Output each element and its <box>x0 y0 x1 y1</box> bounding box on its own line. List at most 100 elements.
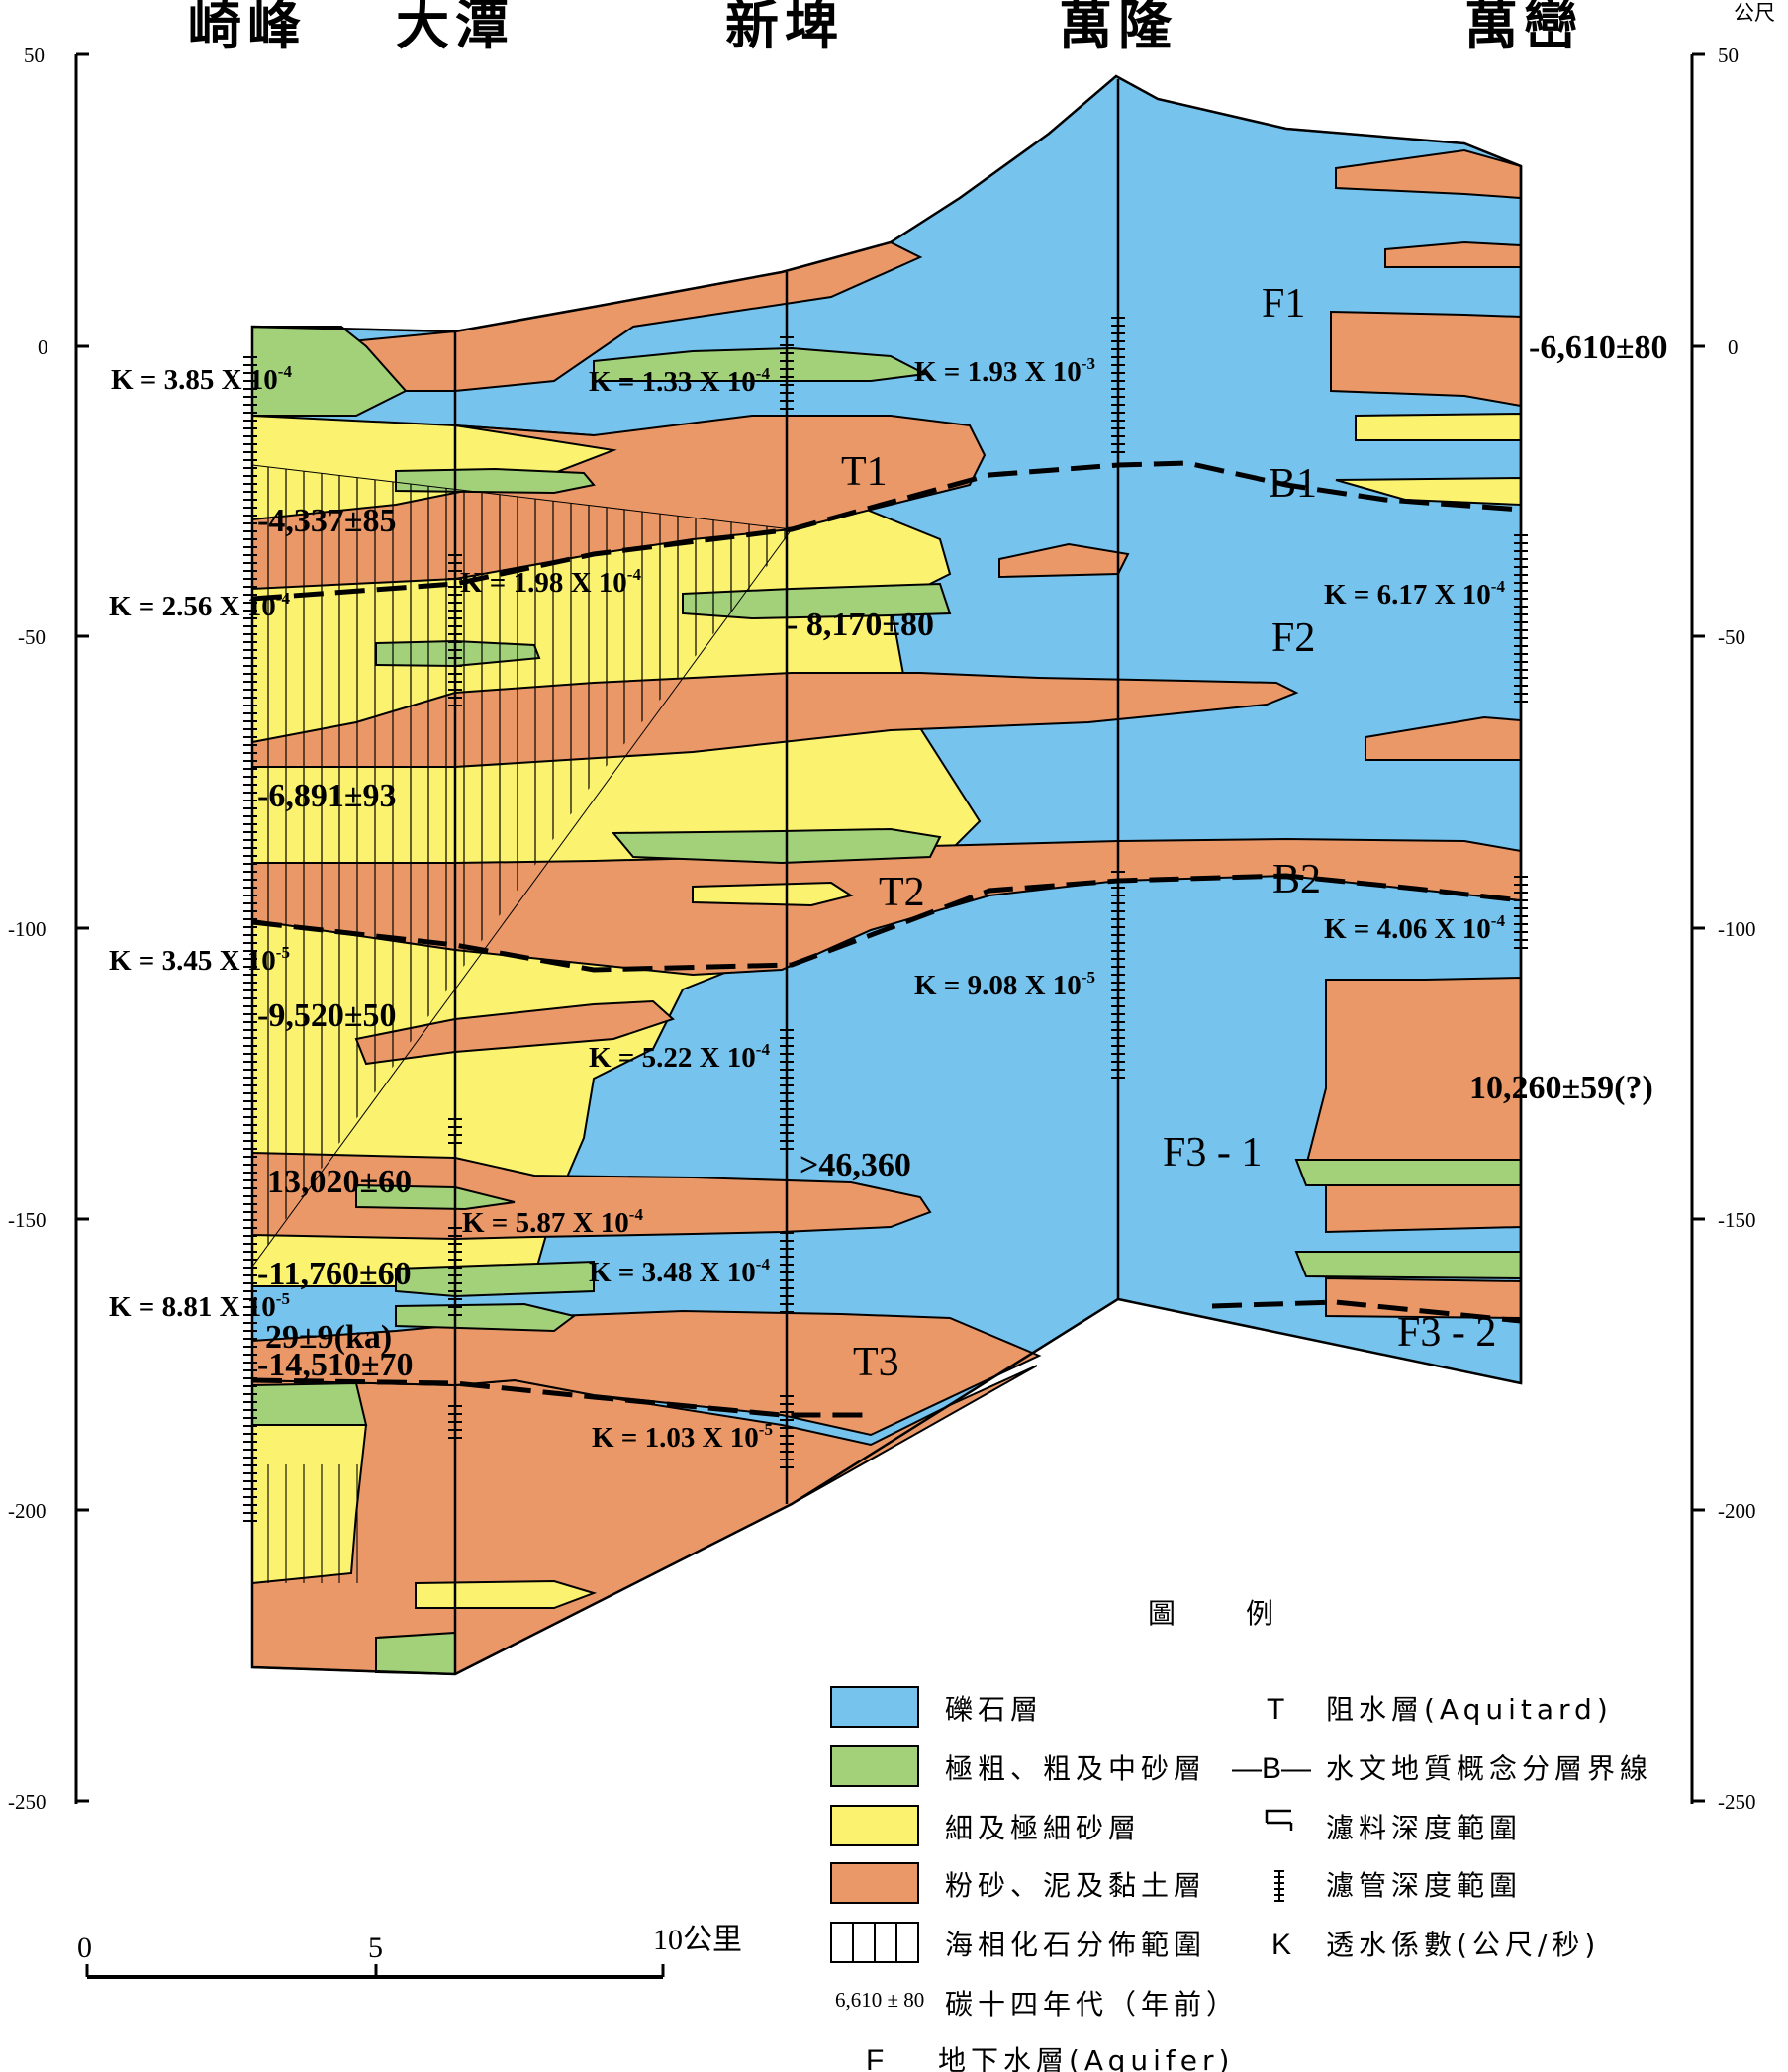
coarse-sand-lens-7 <box>395 1260 595 1298</box>
label-f2: F2 <box>1271 615 1315 661</box>
legend-filter-material: 濾料深度範圍 <box>1326 1812 1522 1844</box>
k-label: K = 6.17 X 10-4 <box>1324 577 1505 611</box>
fine-sand-lens-lower <box>415 1579 598 1609</box>
marine-fossil-boundary <box>251 464 793 1268</box>
legend-swatch-gravel <box>830 1686 919 1728</box>
screen-marks <box>243 317 1528 1524</box>
well-title-wanluan: 萬巒 <box>1464 0 1583 56</box>
right-tick-50: 50 <box>1718 44 1739 67</box>
well-title-wanlong: 萬隆 <box>1059 0 1177 56</box>
legend-screen: 濾管深度範圍 <box>1326 1869 1522 1902</box>
legend-aquifer-symbol: F <box>866 2044 884 2072</box>
boundary-b2 <box>251 873 1522 973</box>
left-tick-minus50: -50 <box>18 625 46 649</box>
left-tick-minus100: -100 <box>8 917 47 941</box>
fine-sand-lens-mid <box>692 881 854 907</box>
label-b2: B2 <box>1272 857 1321 902</box>
left-tick-0: 0 <box>38 335 48 359</box>
left-tick-minus250: -250 <box>8 1790 47 1814</box>
k-values: K = 3.85 X 10-4 K = 2.56 X 10-4 K = 3.45… <box>109 354 1505 1454</box>
coarse-sand-lens-10 <box>375 1631 456 1676</box>
legend-gravel: 礫石層 <box>945 1693 1043 1726</box>
legend-silt-clay: 粉砂、泥及黏土層 <box>945 1869 1206 1902</box>
well-title-datan: 大潭 <box>396 0 515 56</box>
c14-date: >46,360 <box>800 1147 911 1183</box>
right-tick-minus100: -100 <box>1718 917 1756 941</box>
c14-date: -4,337±85 <box>257 503 396 539</box>
right-tick-minus250: -250 <box>1718 1790 1756 1814</box>
filter-material-icon <box>1265 1809 1293 1831</box>
legend-title: 圖 例 <box>1148 1597 1278 1630</box>
legend-marine-fossil: 海相化石分佈範圍 <box>945 1929 1206 1961</box>
label-f3-2: F3 - 2 <box>1397 1310 1496 1356</box>
c14-dates: -4,337±85 -6,891±93 -9,520±50 13,020±60 … <box>257 330 1667 1383</box>
right-tick-minus150: -150 <box>1718 1208 1756 1232</box>
legend-swatch-coarse <box>830 1745 919 1787</box>
legend-c14: 碳十四年代（年前） <box>945 1988 1239 2021</box>
wanluan-clay-4 <box>998 542 1130 579</box>
fence-panels <box>250 74 1523 1676</box>
k-label: K = 5.22 X 10-4 <box>589 1040 770 1074</box>
k-label: K = 1.98 X 10-4 <box>460 565 641 599</box>
right-tick-minus200: -200 <box>1718 1499 1756 1523</box>
legend-aquitard: 阻水層(Aquitard) <box>1326 1693 1613 1726</box>
c14-date: -14,510±70 <box>257 1347 413 1383</box>
k-label: K = 1.03 X 10-5 <box>592 1420 773 1454</box>
label-b1: B1 <box>1269 461 1317 507</box>
k-label: K = 5.87 X 10-4 <box>462 1205 643 1239</box>
c14-date: 13,020±60 <box>267 1164 412 1200</box>
silt-clay-lens-1 <box>251 1151 932 1241</box>
boundary-b1 <box>251 460 1522 602</box>
coarse-sand-lens-9 <box>251 1381 368 1426</box>
wanluan-sand-1 <box>1355 412 1522 441</box>
k-label: K = 3.45 X 10-5 <box>109 943 290 977</box>
scale-bar: 0 5 10公里 <box>77 1924 742 1979</box>
k-label: K = 3.48 X 10-4 <box>589 1255 770 1288</box>
right-tick-minus50: -50 <box>1718 625 1745 649</box>
left-depth-axis: 50 0 -50 -100 -150 -200 -250 <box>8 44 89 1814</box>
right-tick-0: 0 <box>1728 335 1739 359</box>
well-title-qifeng: 崎峰 <box>188 0 307 56</box>
marine-fossil-hatch-lower <box>252 1464 361 1583</box>
coarse-sand-lens-1 <box>593 346 929 382</box>
k-label: K = 9.08 X 10-5 <box>914 968 1095 1001</box>
legend-aquifer: 地下水層(Aquifer) <box>938 2044 1234 2072</box>
label-t2: T2 <box>879 870 925 915</box>
k-label: K = 3.85 X 10-4 <box>111 362 292 396</box>
legend-swatch-fine <box>830 1805 919 1846</box>
scale-ten: 10公里 <box>653 1924 742 1956</box>
label-t3: T3 <box>853 1340 899 1385</box>
wanluan-clay-7 <box>1325 1177 1522 1234</box>
fence-outline <box>250 74 1523 1676</box>
legend-boundary: 水文地質概念分層界線 <box>1326 1752 1652 1785</box>
wanluan-coarse-2 <box>1294 1251 1522 1280</box>
c14-date: 29±9(ka) <box>265 1319 392 1356</box>
legend-k-symbol: K <box>1271 1929 1291 1961</box>
left-tick-50: 50 <box>24 44 45 67</box>
c14-date: - 8,170±80 <box>787 607 934 643</box>
scale-five: 5 <box>368 1931 383 1964</box>
legend-boundary-symbol: —B— <box>1232 1752 1311 1785</box>
k-label: K = 4.06 X 10-4 <box>1324 911 1505 945</box>
k-label: K = 1.93 X 10-3 <box>914 354 1095 388</box>
right-depth-axis: 50 0 -50 -100 -150 -200 -250 <box>1690 44 1756 1814</box>
k-label: K = 1.33 X 10-4 <box>589 364 770 398</box>
left-tick-minus150: -150 <box>8 1208 47 1232</box>
c14-date: 10,260±59(?) <box>1469 1070 1653 1106</box>
label-f1: F1 <box>1262 281 1305 327</box>
c14-date: -6,610±80 <box>1529 330 1667 366</box>
legend-aquitard-symbol: T <box>1267 1693 1284 1726</box>
legend-fine-sand: 細及極細砂層 <box>945 1812 1141 1844</box>
label-t1: T1 <box>841 449 888 495</box>
scale-zero: 0 <box>77 1931 92 1964</box>
unit-labels: F1 F2 F3 - 1 F3 - 2 T1 T2 T3 B1 B2 <box>841 281 1496 1385</box>
k-label: K = 2.56 X 10-4 <box>109 589 290 622</box>
wanluan-coarse-1 <box>1294 1159 1522 1186</box>
c14-date: -6,891±93 <box>257 778 396 814</box>
unit-label: 公尺 <box>1734 1 1775 25</box>
coarse-sand-lens-6 <box>355 1183 516 1211</box>
wanluan-clay-3 <box>1330 310 1522 408</box>
legend-c14-sample: 6,610 ± 80 <box>835 1988 924 2012</box>
boundary-b3 <box>251 1377 871 1418</box>
